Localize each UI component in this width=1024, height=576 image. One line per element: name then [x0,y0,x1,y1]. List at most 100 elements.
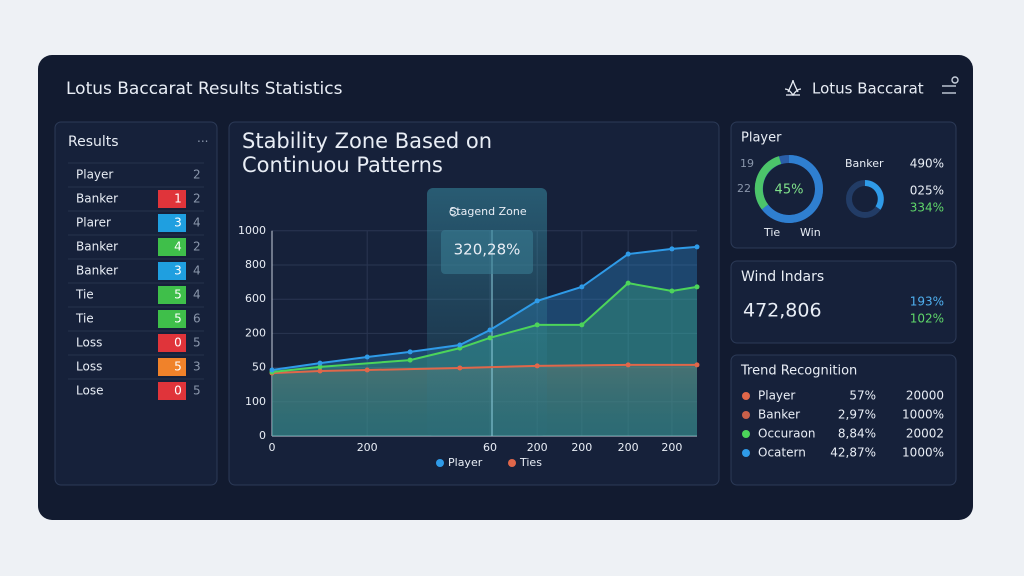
row-count: 4 [193,216,201,230]
badge-value: 0 [174,384,182,398]
chart-title-line: Continuou Patterns [242,153,443,177]
row-count: 2 [193,240,201,254]
zone-value: 320,28% [454,241,521,259]
badge-value: 5 [174,312,182,326]
point [625,251,631,257]
y-tick-label: 1000 [238,224,266,237]
trend-value: 20000 [906,389,944,403]
results-menu[interactable]: ··· [197,135,208,149]
point [694,244,700,250]
trend-pct: 8,84% [838,427,876,441]
badge [158,310,186,328]
zone-band [427,188,547,436]
badge-value: 0 [174,336,182,350]
point [579,322,585,328]
y-tick-label: 800 [245,258,266,271]
legend-swatch [508,459,516,467]
point [407,349,413,355]
wind-stat: 102% [910,312,944,326]
legend-swatch [436,459,444,467]
badge [158,238,186,256]
trend-pct: 42,87% [830,446,876,460]
badge [158,286,186,304]
row-name: Player [76,168,113,182]
donut-segment [754,156,782,210]
point [317,364,323,370]
row-name: Banker [76,240,118,254]
trend-value: 1000% [902,408,944,422]
point [457,365,463,371]
point [487,335,493,341]
zone-icon [449,207,459,217]
donut-label: 22 [737,182,751,195]
point [407,357,413,363]
x-tick-label: 200 [357,441,378,454]
trend-name: Banker [758,408,800,422]
point [694,284,700,290]
x-tick-label: 0 [269,441,276,454]
point [625,362,631,368]
x-tick-label: 200 [527,441,548,454]
trend-dot [742,430,750,438]
wind-card [730,260,957,344]
row-name: Banker [76,192,118,206]
badge-value: 1 [174,192,182,206]
y-tick-label: 100 [245,395,266,408]
x-tick-label: 60 [483,441,497,454]
point [364,367,370,373]
x-tick-label: 200 [618,441,639,454]
donut-label: Tie [763,226,780,239]
x-tick-label: 200 [661,441,682,454]
trend-title: Trend Recognition [740,364,857,379]
point [579,284,585,290]
badge [158,214,186,232]
badge-value: 3 [174,216,182,230]
row-name: Loss [76,336,102,350]
row-count: 4 [193,264,201,278]
stat: 025% [910,184,944,198]
banker-label: Banker [845,157,884,170]
trend-name: Player [758,389,795,403]
badge [158,190,186,208]
y-tick-label: 200 [245,326,266,339]
row-name: Banker [76,264,118,278]
donut-label: Win [800,226,821,239]
row-count: 2 [193,168,201,182]
row-count: 3 [193,360,201,374]
zone-callout [441,230,533,274]
trend-dot [742,411,750,419]
row-count: 5 [193,336,201,350]
mini-donut-segment [864,180,884,210]
point [534,363,540,369]
row-name: Tie [75,288,94,302]
trend-pct: 57% [849,389,876,403]
badge [158,382,186,400]
y-tick-label: 600 [245,292,266,305]
point [269,367,275,373]
point [487,327,493,333]
point [534,298,540,304]
x-tick-label: 200 [571,441,592,454]
row-count: 6 [193,312,201,326]
stat: 490% [910,157,944,171]
point [534,322,540,328]
point [669,246,675,252]
trend-value: 20002 [906,427,944,441]
brand: Lotus Baccarat [812,80,924,98]
series-line [271,282,698,374]
point [669,288,675,294]
trend-value: 1000% [902,446,944,460]
lotus-icon [784,79,802,97]
row-name: Tie [75,312,94,326]
zone-label: Stagend Zone [449,205,526,218]
row-name: Loss [76,360,102,374]
y-tick-label: 0 [259,429,266,442]
trend-pct: 2,97% [838,408,876,422]
menu-icon[interactable] [942,76,959,94]
wind-title: Wind Indars [741,269,824,285]
trend-dot [742,392,750,400]
badge [158,358,186,376]
point [317,368,323,374]
